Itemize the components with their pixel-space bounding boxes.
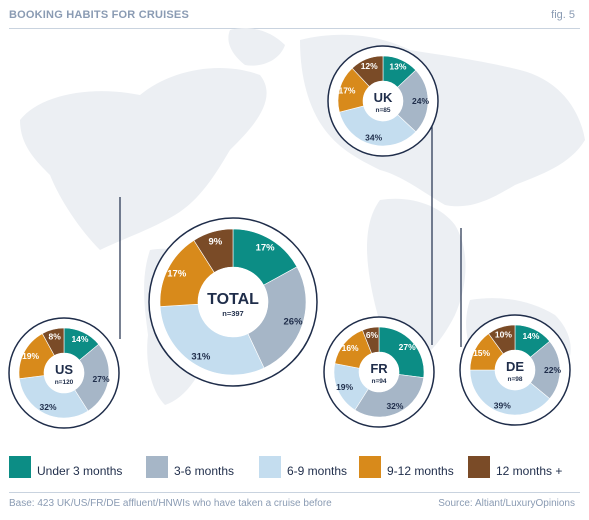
donut-center-label: US <box>55 362 73 377</box>
data-label: 27% <box>399 342 416 352</box>
data-label: 32% <box>386 401 403 411</box>
donut-uk: 13% 24% 34% 17% 12% UK n=85 <box>327 45 439 157</box>
data-label: 6% <box>366 330 379 340</box>
legend-label: 3-6 months <box>174 464 235 478</box>
legend: Under 3 months 3-6 months 6-9 months 9-1… <box>9 456 584 482</box>
legend-label: 12 months + <box>496 464 563 478</box>
data-label: 34% <box>365 132 382 142</box>
data-label: 14% <box>71 334 88 344</box>
legend-swatch <box>359 456 381 478</box>
data-label: 16% <box>342 343 359 353</box>
header: BOOKING HABITS FOR CRUISES fig. 5 <box>0 0 589 28</box>
data-label: 15% <box>473 348 490 358</box>
data-label: 8% <box>49 332 62 342</box>
slice-uk-2 <box>339 105 417 147</box>
legend-swatch <box>259 456 281 478</box>
data-label: 9% <box>209 236 223 247</box>
bottom-divider <box>9 492 580 493</box>
donut-sample-size: n=85 <box>376 107 391 114</box>
data-label: 17% <box>338 86 355 96</box>
top-divider <box>9 28 580 29</box>
donut-us: 14% 27% 32% 19% 8% US n=120 <box>8 317 120 429</box>
data-label: 24% <box>412 96 429 106</box>
donut-fr: 27% 32% 19% 16% 6% FR n=94 <box>323 316 435 428</box>
data-label: 17% <box>167 268 187 279</box>
data-label: 39% <box>494 400 511 410</box>
data-label: 10% <box>495 329 512 339</box>
donut-center-label: FR <box>370 361 388 376</box>
donut-hole <box>495 350 535 390</box>
data-label: 31% <box>191 351 211 362</box>
data-label: 19% <box>22 351 39 361</box>
donut-sample-size: n=98 <box>508 376 523 383</box>
data-label: 17% <box>256 243 276 254</box>
donut-hole <box>44 353 84 393</box>
data-label: 22% <box>544 365 561 375</box>
donut-hole <box>363 81 403 121</box>
footnote-source: Source: Altiant/LuxuryOpinions <box>438 498 575 509</box>
legend-label: 6-9 months <box>287 464 348 478</box>
donut-center-label: UK <box>374 90 393 105</box>
data-label: 12% <box>361 61 378 71</box>
legend-swatch <box>146 456 168 478</box>
leader-lines <box>119 108 462 347</box>
legend-swatch <box>468 456 490 478</box>
donut-center-label: TOTAL <box>207 291 259 308</box>
data-label: 14% <box>522 331 539 341</box>
data-label: 26% <box>284 317 304 328</box>
chart-title: BOOKING HABITS FOR CRUISES <box>9 9 189 21</box>
slice-uk-4 <box>351 55 384 87</box>
donut-de: 14% 22% 39% 15% 10% DE n=98 <box>459 314 571 426</box>
donut-center-label: DE <box>506 359 524 374</box>
legend-label: Under 3 months <box>37 464 123 478</box>
data-label: 19% <box>336 382 353 392</box>
donut-sample-size: n=397 <box>222 309 243 318</box>
legend-label: 9-12 months <box>387 464 454 478</box>
data-label: 32% <box>40 402 57 412</box>
donut-sample-size: n=120 <box>55 379 74 386</box>
data-label: 13% <box>389 62 406 72</box>
figure-number: fig. 5 <box>551 9 575 21</box>
donut-hole <box>359 352 399 392</box>
donut-hole <box>198 267 268 337</box>
legend-swatch <box>9 456 31 478</box>
footnote-base: Base: 423 UK/US/FR/DE affluent/HNWIs who… <box>9 498 332 509</box>
data-label: 27% <box>93 374 110 384</box>
donut-sample-size: n=94 <box>372 378 387 385</box>
